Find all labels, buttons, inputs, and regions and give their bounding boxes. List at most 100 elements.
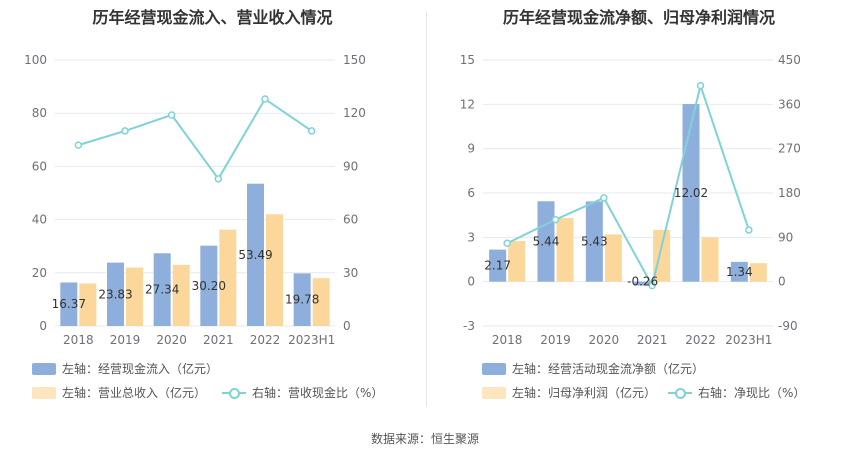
- left-axis-tick-label: 20: [32, 266, 47, 280]
- ratio-point: [307, 127, 316, 135]
- bar-data-label: 19.78: [285, 293, 319, 307]
- legend-item-right-bar2[interactable]: 左轴：归母净利润（亿元）: [482, 384, 656, 401]
- bar-1-series2: [508, 241, 526, 282]
- right-axis-tick-label: 150: [343, 53, 366, 67]
- bar-1-series1: [489, 249, 507, 282]
- ratio-point: [74, 141, 83, 149]
- bar-0-series2: [126, 267, 143, 326]
- legend-line-icon: [668, 387, 692, 399]
- panel-divider: [426, 12, 427, 407]
- x-axis-tick-label: 2023H1: [725, 333, 772, 347]
- right-axis-tick-label: 180: [778, 186, 801, 200]
- bar-0-series1: [60, 282, 78, 326]
- bar-0-series1: [247, 183, 264, 326]
- x-axis-tick-label: 2019: [540, 333, 571, 347]
- x-axis-tick-label: 2021: [203, 333, 234, 347]
- ratio-point: [648, 281, 656, 290]
- bar-data-label: 5.44: [533, 234, 560, 248]
- legend-item-left-line[interactable]: 右轴：营收现金比（%）: [222, 384, 383, 401]
- ratio-point: [503, 239, 511, 247]
- x-axis-tick-label: 2018: [63, 333, 94, 347]
- ratio-point: [745, 226, 753, 234]
- bar-0-series1: [107, 262, 124, 326]
- bar-data-label: 27.34: [145, 283, 179, 297]
- chart-title-left: 历年经营现金流入、营业收入情况: [92, 8, 333, 27]
- x-axis-tick-label: 2018: [492, 333, 523, 347]
- right-axis-tick-label: 90: [343, 159, 358, 173]
- legend-label: 左轴：营业总收入（亿元）: [62, 386, 207, 400]
- x-axis-tick-label: 2020: [156, 333, 187, 347]
- left-axis-tick-label: 0: [467, 275, 475, 289]
- bar-0-series1: [293, 273, 311, 326]
- bar-data-label: 1.34: [726, 265, 753, 279]
- right-axis-tick-label: -90: [778, 319, 798, 333]
- legend-label: 左轴：归母净利润（亿元）: [512, 386, 657, 400]
- chart-panel-left: 历年经营现金流入、营业收入情况 0 20 40 60 80 100 0 30 60 90 120 15…: [0, 0, 425, 420]
- bar-0-series1: [200, 245, 218, 326]
- bar-data-label: 53.49: [238, 248, 272, 262]
- legend-item-left-bar1[interactable]: 左轴：经营现金流入（亿元）: [32, 360, 218, 377]
- left-axis-tick-label: 6: [467, 186, 475, 200]
- legend-swatch-icon: [32, 386, 56, 399]
- bar-0-series2: [219, 229, 237, 326]
- x-axis-tick-label: 2022: [685, 333, 716, 347]
- legend-label: 右轴：营收现金比（%）: [252, 386, 384, 400]
- legend-swatch-icon: [482, 362, 506, 375]
- bar-0-series1: [153, 253, 171, 326]
- right-axis-tick-label: 120: [343, 106, 366, 120]
- ratio-point: [121, 127, 129, 135]
- legend-item-left-bar2[interactable]: 左轴：营业总收入（亿元）: [32, 384, 206, 401]
- bar-data-label: -0.26: [627, 275, 658, 289]
- bar-1-series1: [682, 104, 700, 282]
- right-axis-tick-label: 90: [778, 230, 793, 244]
- bar-data-label: 16.37: [52, 297, 86, 311]
- x-axis-tick-label: 2019: [110, 333, 141, 347]
- right-axis-tick-label: 360: [778, 97, 801, 111]
- left-axis-tick-label: 40: [32, 213, 47, 227]
- right-axis-tick-label: 60: [343, 213, 358, 227]
- legend-label: 左轴：经营现金流入（亿元）: [62, 362, 219, 376]
- legend-label: 右轴：净现比（%）: [698, 386, 806, 400]
- bar-data-label: 30.20: [192, 279, 226, 293]
- left-axis-tick-label: -3: [463, 319, 475, 333]
- left-axis-tick-label: 9: [467, 142, 475, 156]
- bar-1-series2: [701, 237, 719, 282]
- legend-item-right-line[interactable]: 右轴：净现比（%）: [668, 384, 805, 401]
- left-axis-tick-label: 3: [467, 230, 475, 244]
- legend-line-icon: [222, 387, 246, 399]
- ratio-point: [214, 175, 223, 183]
- bar-1-series2: [604, 234, 622, 282]
- x-axis-tick-label: 2023H1: [288, 333, 335, 347]
- ratio-point: [261, 95, 269, 103]
- x-axis-tick-label: 2022: [250, 333, 281, 347]
- right-axis-tick-label: 0: [778, 275, 786, 289]
- right-axis-tick-label: 270: [778, 142, 801, 156]
- bar-0-series2: [79, 283, 97, 326]
- left-axis-tick-label: 15: [460, 53, 475, 67]
- bar-data-label: 2.17: [484, 259, 511, 273]
- bar-1-series1: [730, 261, 748, 282]
- chart-canvas-left: 0 20 40 60 80 100 0 30 60 90 120 150 2018 2019 2020 202…: [24, 53, 366, 347]
- chart-canvas-right: -3 0 3 6 9 12 15 -90 0 90 180 270 360 450 2018 2019 2020…: [460, 53, 801, 347]
- legend-label: 左轴：经营活动现金流净额（亿元）: [512, 362, 705, 376]
- legend-swatch-icon: [482, 386, 506, 399]
- left-axis-tick-label: 100: [24, 53, 47, 67]
- left-axis-tick-label: 80: [32, 106, 47, 120]
- x-axis-tick-label: 2020: [589, 333, 620, 347]
- chart-panel-right: 历年经营现金流净额、归母净利润情况 -3 0 3 6 9 12 15 -90 0 90 180 270…: [428, 0, 850, 420]
- right-axis-tick-label: 0: [343, 319, 351, 333]
- data-source-footer: 数据来源：恒生聚源: [370, 432, 479, 446]
- ratio-line: [506, 82, 750, 289]
- bar-data-label: 5.43: [581, 235, 608, 249]
- left-axis-tick-label: 12: [460, 97, 475, 111]
- ratio-point: [551, 215, 560, 224]
- left-axis-tick-label: 0: [39, 319, 47, 333]
- bar-1-series1: [634, 281, 652, 286]
- bar-1-series2: [653, 229, 671, 282]
- bar-0-series2: [172, 264, 190, 326]
- bar-1-series1: [585, 201, 603, 282]
- ratio-point: [696, 81, 705, 90]
- bar-1-series2: [556, 218, 574, 282]
- legend-item-right-bar1[interactable]: 左轴：经营活动现金流净额（亿元）: [482, 360, 704, 377]
- right-axis-tick-label: 450: [778, 53, 801, 67]
